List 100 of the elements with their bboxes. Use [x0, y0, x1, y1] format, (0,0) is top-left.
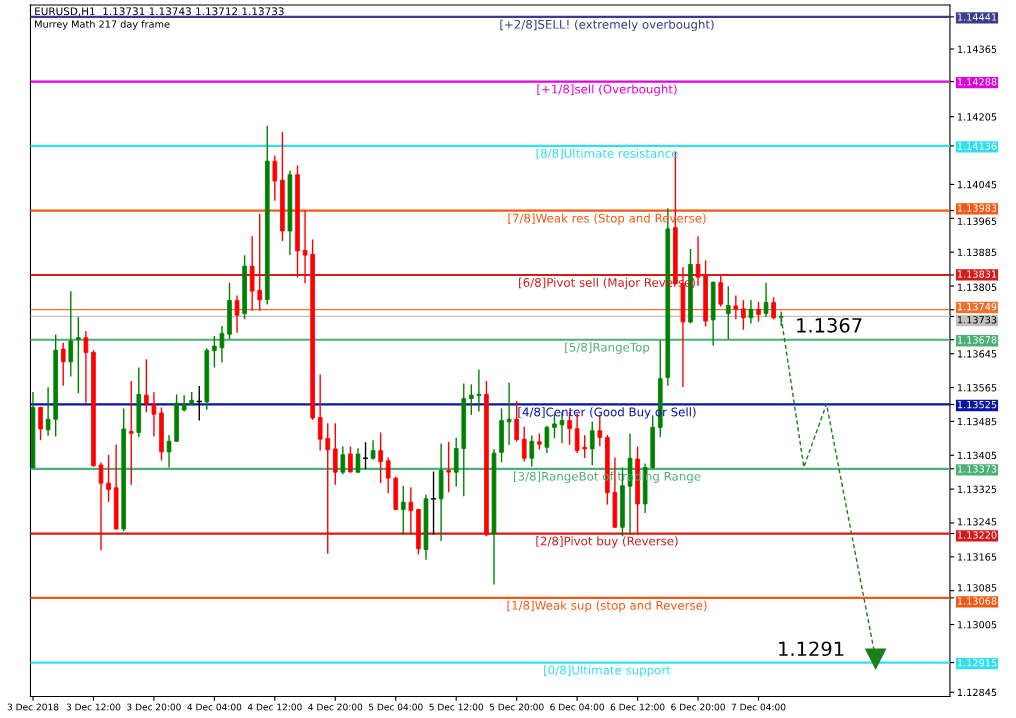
annotation: 1.1367	[797, 317, 862, 333]
candlestick	[370, 440, 376, 460]
ref-line-label: [5/8]RangeTop	[565, 342, 650, 354]
x-tick-label: 3 Dec 2018	[7, 703, 59, 711]
ref-line-label: [1/8]Weak sup (stop and Reverse)	[507, 600, 707, 613]
x-tick-label: 6 Dec 12:00	[610, 703, 665, 711]
candlestick	[38, 406, 43, 441]
x-tick-label: 3 Dec 20:00	[127, 703, 181, 711]
candlestick	[68, 291, 74, 377]
x-tick-label: 4 Dec 12:00	[247, 703, 302, 711]
candlestick	[340, 446, 346, 475]
y-tick-label: 1.13373	[957, 465, 997, 473]
candlestick	[196, 386, 202, 421]
candlestick	[771, 297, 776, 320]
candlestick	[219, 325, 225, 363]
candlestick	[234, 295, 240, 333]
candlestick	[544, 425, 550, 453]
candlestick	[695, 236, 701, 286]
ref-line-label: [+1/8]sell (Overbought)	[537, 84, 677, 96]
candlestick	[98, 462, 104, 551]
x-tick-label: 7 Dec 04:00	[731, 703, 786, 711]
y-tick-label: 1.13068	[957, 597, 997, 605]
candlestick	[45, 387, 51, 436]
candlestick	[718, 275, 724, 307]
y-tick-label: 1.14365	[957, 45, 997, 53]
candlestick	[763, 282, 769, 317]
candlestick	[362, 442, 369, 470]
y-tick-label: 1.13085	[957, 584, 997, 592]
y-tick-label: 1.13983	[957, 204, 997, 212]
ref-line-label: [0/8]Ultimate support	[544, 665, 671, 677]
candlestick	[401, 485, 406, 535]
candlestick	[151, 392, 157, 437]
candlestick	[128, 380, 134, 485]
y-tick-label: 1.13485	[957, 417, 997, 426]
candlestick	[325, 423, 331, 554]
x-tick-label: 4 Dec 04:00	[187, 703, 242, 711]
candlestick	[748, 300, 754, 324]
y-tick-label: 1.13565	[957, 384, 997, 392]
candlestick	[430, 471, 437, 535]
x-tick-label: 5 Dec 12:00	[429, 703, 484, 711]
text: Murrey Math 217 day frame	[35, 20, 170, 30]
y-tick-label: 1.13831	[957, 270, 997, 278]
candlestick	[378, 432, 383, 484]
y-tick-label: 1.14441	[957, 13, 997, 21]
candlestick	[446, 441, 451, 493]
y-tick-label: 1.13678	[957, 336, 997, 344]
x-tick-label: 6 Dec 20:00	[671, 703, 725, 711]
y-tick-label: 1.13525	[957, 400, 997, 409]
candlestick	[272, 155, 278, 201]
y-tick-label: 1.13005	[957, 621, 997, 629]
candlestick	[589, 421, 595, 466]
x-tick-label: 3 Dec 12:00	[66, 703, 121, 711]
candlestick	[317, 374, 323, 451]
candlestick	[521, 426, 527, 462]
candlestick	[83, 331, 89, 403]
candlestick	[348, 446, 353, 473]
candlestick	[302, 210, 308, 284]
candlestick	[144, 359, 149, 413]
candlestick	[506, 382, 512, 445]
candlestick	[756, 301, 761, 322]
x-tick-label: 4 Dec 20:00	[308, 703, 363, 711]
y-tick-label: 1.14045	[957, 180, 997, 189]
candlestick	[166, 435, 172, 468]
candlestick	[106, 454, 111, 503]
x-tick-label: 6 Dec 04:00	[550, 703, 605, 711]
candlestick	[733, 295, 739, 320]
annotation: 1.1291	[779, 641, 844, 657]
y-tick-label: 1.14136	[957, 142, 997, 150]
candlestick	[514, 401, 519, 442]
candlestick	[529, 435, 535, 467]
candlestick	[725, 286, 731, 340]
candlestick	[332, 423, 338, 485]
candlestick	[385, 457, 391, 494]
candlestick	[582, 435, 587, 459]
ref-line-label: [+2/8]SELL! (extremely overbought)	[500, 19, 714, 32]
y-tick-label: 1.12915	[957, 659, 997, 667]
ref-line-label: [2/8]Pivot buy (Reverse)	[536, 536, 678, 548]
candlestick	[453, 437, 459, 487]
candlestick	[408, 487, 414, 535]
y-tick-label: 1.12845	[957, 688, 997, 697]
y-tick-label: 1.13405	[957, 451, 997, 460]
y-tick-label: 1.13749	[957, 302, 997, 311]
candlestick	[469, 384, 474, 415]
y-tick-label: 1.13805	[957, 283, 997, 291]
candlestick	[60, 342, 66, 386]
chart-title: EURUSD,H1 1.13731 1.13743 1.13712 1.13733	[35, 7, 284, 17]
y-tick-label: 1.13220	[957, 531, 997, 539]
y-tick-label: 1.13245	[957, 518, 997, 526]
candlestick	[212, 336, 217, 368]
candlestick	[355, 448, 361, 473]
candlestick	[741, 300, 746, 330]
x-tick-label: 5 Dec 04:00	[368, 703, 423, 711]
y-tick-label: 1.13965	[957, 217, 997, 225]
x-tick-label: 5 Dec 20:00	[489, 703, 544, 711]
y-tick-label: 1.13885	[957, 248, 997, 256]
candlestick	[476, 369, 482, 412]
y-tick-label: 1.14288	[957, 78, 997, 86]
y-tick-label: 1.14205	[957, 113, 997, 121]
y-tick-label: 1.13733	[957, 316, 997, 324]
y-tick-label: 1.13645	[957, 350, 997, 358]
